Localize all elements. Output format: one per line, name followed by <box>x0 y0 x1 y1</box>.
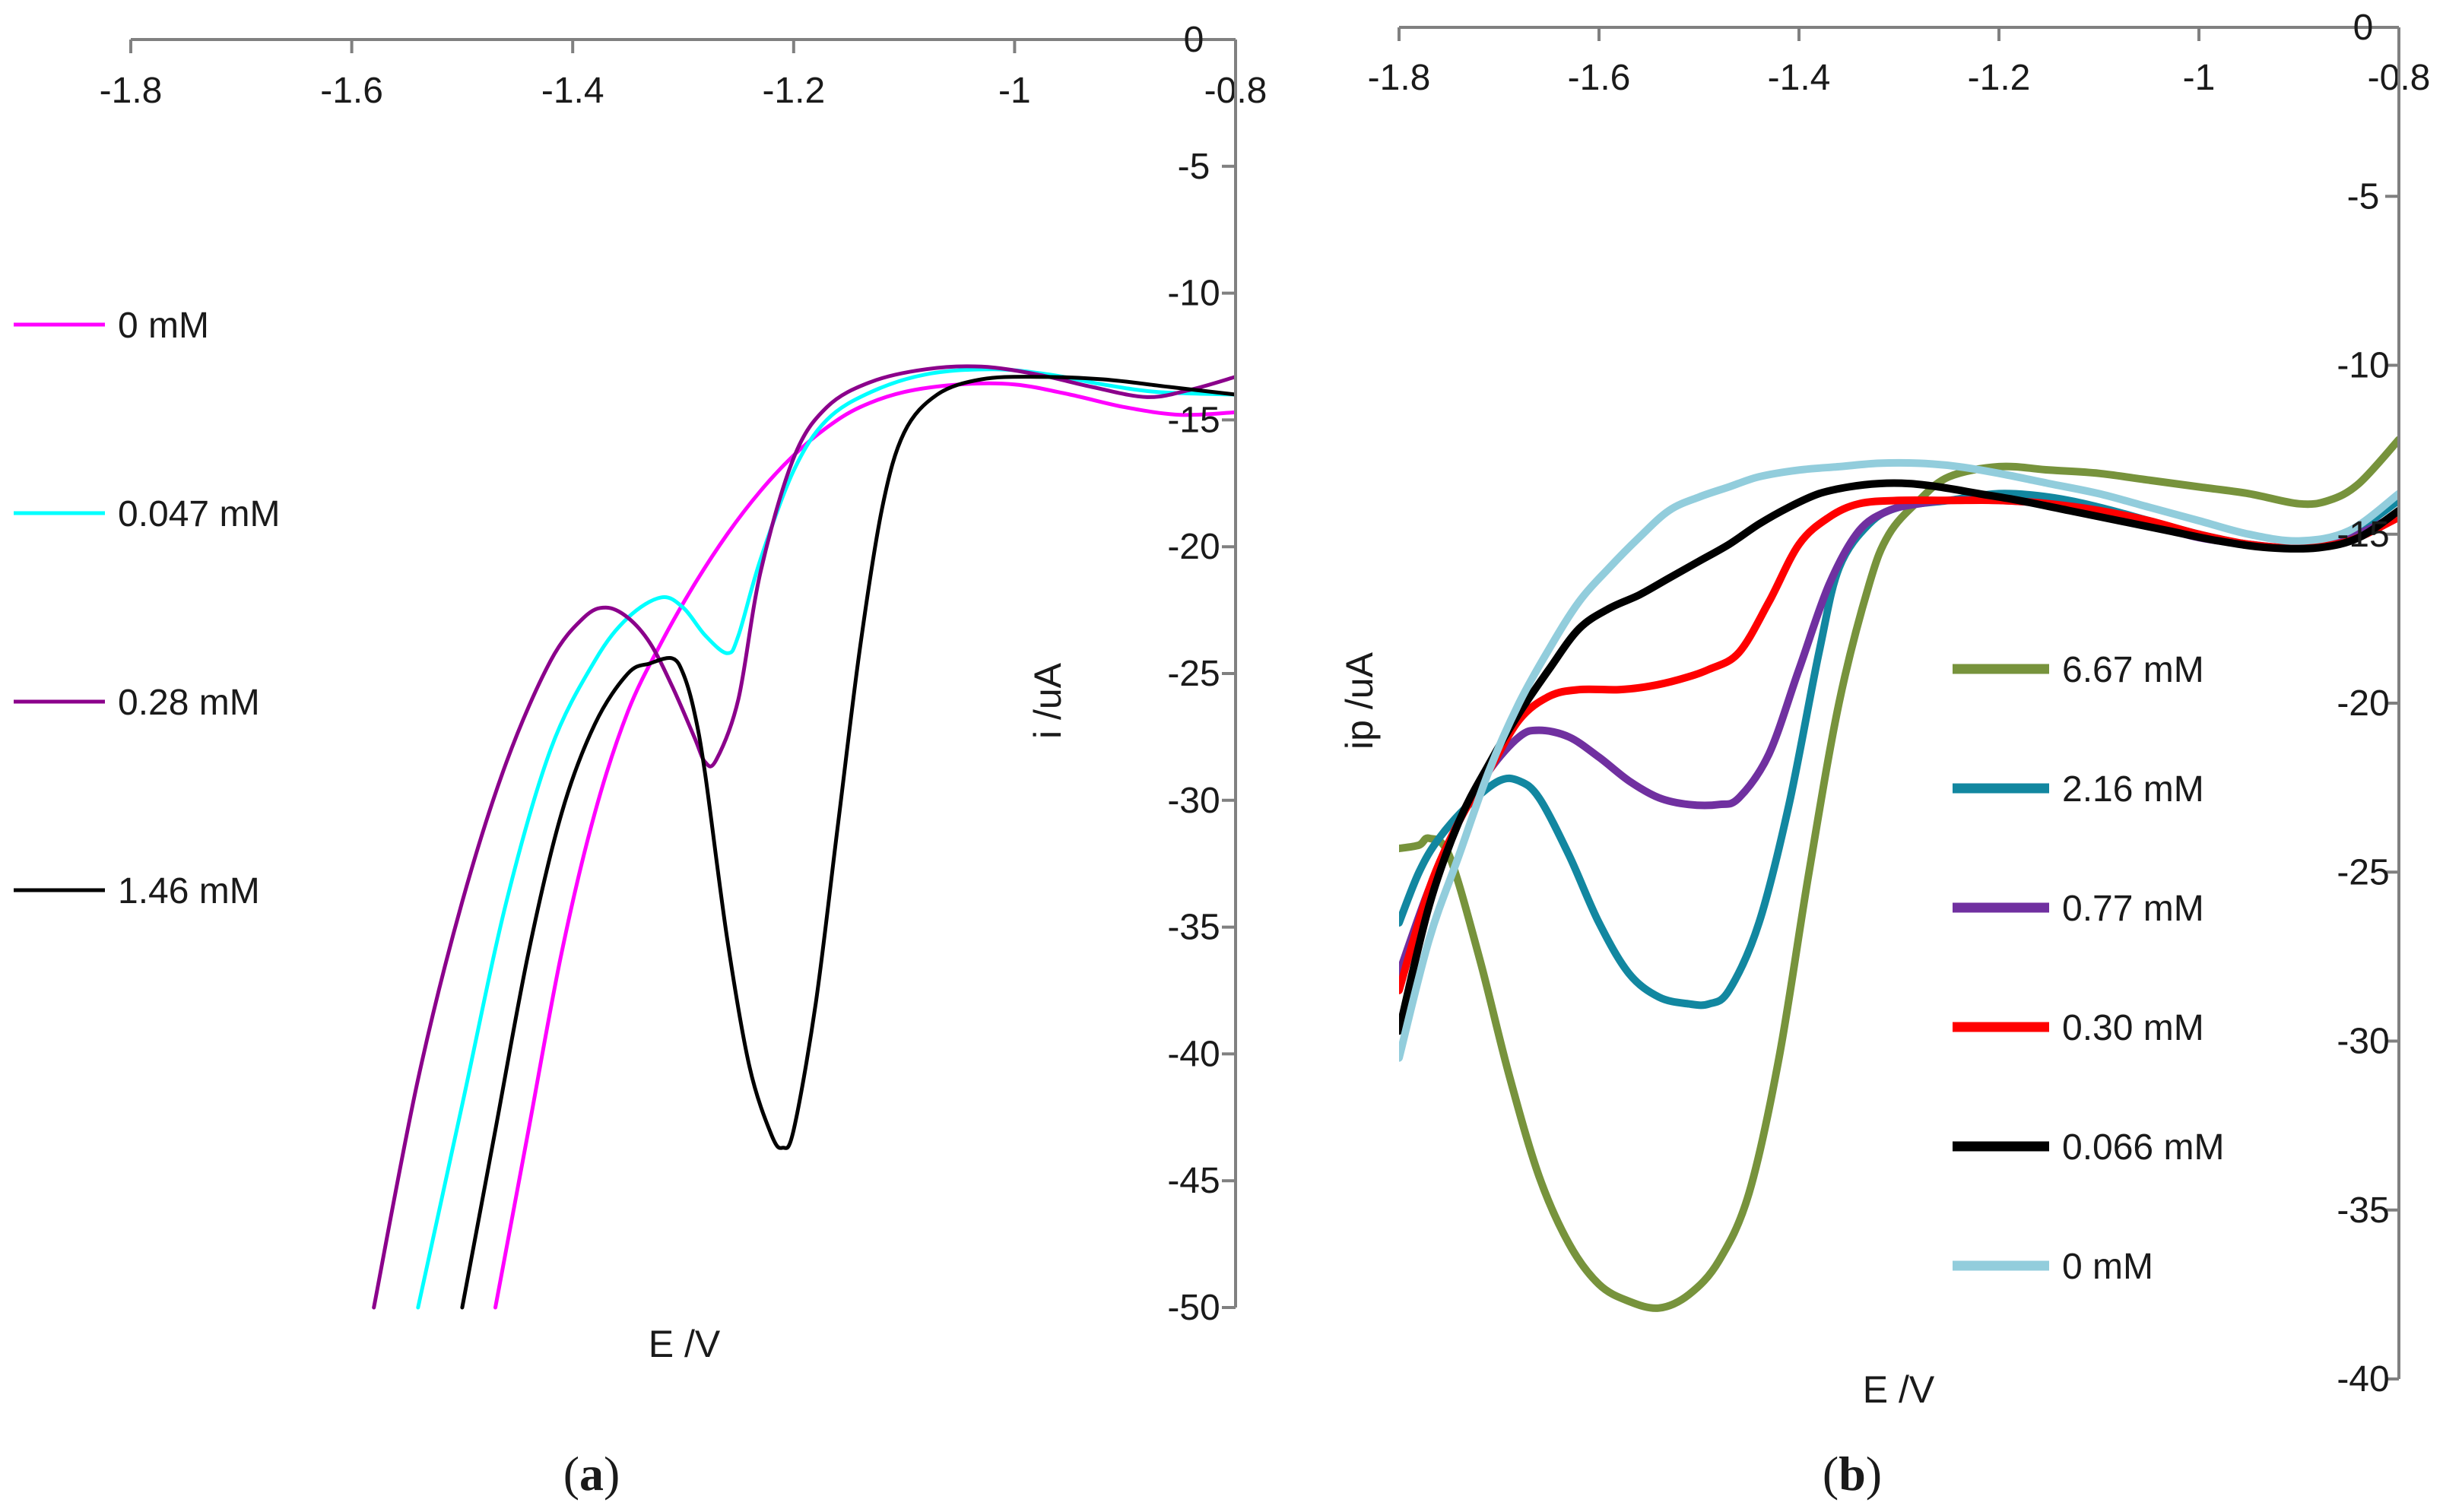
panel-b-label-close: ) <box>1866 1447 1882 1501</box>
panel-b-axes-layer: -1.8 -1.6 -1.4 -1.2 -1 -0.80-5-10-15-20-25-30… <box>1368 8 2431 1399</box>
panel-a-y-tick-label: -35 <box>1167 908 1220 948</box>
panel-b-y-tick-label: 0 <box>2353 8 2374 48</box>
panel-a-series-2-line <box>372 364 1236 1310</box>
panel-b-y-tick-label: -35 <box>2337 1190 2389 1231</box>
panel-b-series-5-line <box>1399 458 2399 1062</box>
panel-b-legend-label-0: 6.67 mM <box>2062 650 2204 690</box>
panel-b-y-tick-label: -5 <box>2347 176 2380 217</box>
panel-b-y-tick-label: -30 <box>2337 1022 2389 1062</box>
panel-a-y-tick-label: -30 <box>1167 781 1220 821</box>
panel-b-legend-label-3: 0.30 mM <box>2062 1008 2204 1048</box>
panel-b-y-tick-label: -40 <box>2337 1359 2389 1399</box>
panel-a-y-tick-label: 0 <box>1184 20 1204 60</box>
panel-b-label: (b) <box>1823 1447 1882 1501</box>
panel-b-legend-label-2: 0.77 mM <box>2062 889 2204 929</box>
panel-a-x-tick-label: -1.8 <box>100 71 163 111</box>
panel-b-x-axis-title: E /V <box>1863 1368 1935 1411</box>
panel-a-x-tick-label: -1.4 <box>541 71 604 111</box>
panel-a-label-letter: a <box>579 1447 604 1501</box>
panel-b-label-open: ( <box>1823 1447 1839 1501</box>
panel-a-legend: 0 mM 0.047 mM 0.28 mM 1.46 mM <box>14 306 280 911</box>
panel-a-series-3-line <box>460 375 1236 1310</box>
chart-panel-a: -1.8 -1.6 -1.4 -1.2 -1 -0.80-5-10-15-20-25-30… <box>14 20 1267 1501</box>
panel-b-label-letter: b <box>1839 1447 1866 1501</box>
panel-b-legend-label-1: 2.16 mM <box>2062 769 2204 810</box>
panel-a-y-tick-label: -45 <box>1167 1161 1220 1201</box>
panel-a-label-close: ) <box>604 1447 620 1501</box>
panel-a-y-tick-label: -40 <box>1167 1034 1220 1074</box>
panel-b-x-tick-label: -1 <box>2183 58 2216 98</box>
chart-panel-b: -1.8 -1.6 -1.4 -1.2 -1 -0.80-5-10-15-20-25-30… <box>1338 8 2430 1501</box>
panel-a-series-layer <box>372 364 1236 1310</box>
panel-a-series-0-line <box>493 381 1236 1310</box>
panel-a-legend-label-2: 0.28 mM <box>118 683 260 723</box>
panel-b-legend-label-5: 0 mM <box>2062 1247 2153 1287</box>
panel-b-x-tick-label: -1.2 <box>1968 58 2031 98</box>
panel-a-y-tick-label: -50 <box>1167 1288 1220 1328</box>
panel-a-y-tick-label: -5 <box>1178 147 1210 187</box>
panel-b-y-tick-label: -10 <box>2337 346 2389 386</box>
panel-a-x-tick-label: -1.2 <box>762 71 825 111</box>
panel-a-legend-label-0: 0 mM <box>118 306 209 346</box>
panel-a-x-tick-label: -1 <box>998 71 1031 111</box>
panel-a-y-tick-label: -15 <box>1167 400 1220 440</box>
panel-b-series-0-line <box>1399 436 2399 1312</box>
panel-a-x-tick-label: -1.6 <box>320 71 383 111</box>
panel-b-x-tick-label: -1.6 <box>1568 58 1631 98</box>
panel-a-label-open: ( <box>563 1447 579 1501</box>
panel-a-y-tick-label: -10 <box>1167 274 1220 314</box>
panel-a-y-tick-label: -25 <box>1167 654 1220 694</box>
panel-a-label: (a) <box>563 1447 620 1501</box>
panel-b-x-tick-label: -1.8 <box>1368 58 1431 98</box>
panel-a-y-axis-title: i /uA <box>1026 662 1069 739</box>
panel-b-x-tick-label: -1.4 <box>1768 58 1831 98</box>
panel-b-legend: 6.67 mM 2.16 mM 0.77 mM 0.30 mM 0.066 mM 0 mM <box>1953 650 2224 1287</box>
panel-b-y-tick-label: -15 <box>2337 515 2389 555</box>
panel-a-axes-layer: -1.8 -1.6 -1.4 -1.2 -1 -0.80-5-10-15-20-25-30… <box>100 20 1268 1328</box>
panel-a-x-axis-title: E /V <box>649 1323 721 1365</box>
panel-b-y-tick-label: -25 <box>2337 852 2389 892</box>
panel-b-legend-label-4: 0.066 mM <box>2062 1127 2224 1168</box>
panel-b-y-axis-title: ip /uA <box>1338 651 1381 750</box>
panel-a-y-tick-label: -20 <box>1167 527 1220 567</box>
panel-a-legend-label-1: 0.047 mM <box>118 494 280 534</box>
panel-b-series-layer <box>1399 436 2399 1312</box>
panel-b-y-tick-label: -20 <box>2337 683 2389 724</box>
panel-a-legend-label-3: 1.46 mM <box>118 871 260 911</box>
